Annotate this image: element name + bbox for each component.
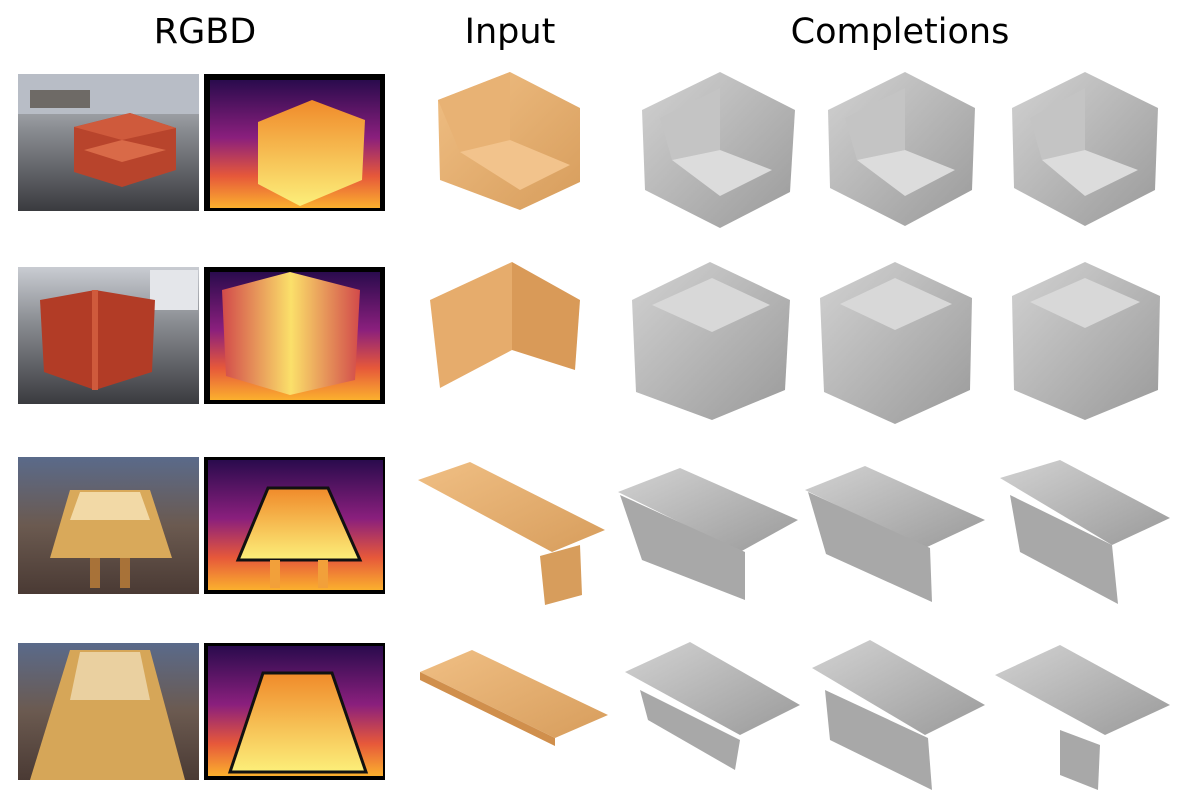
completion-shape — [618, 468, 798, 600]
row-3 — [18, 457, 1170, 605]
row-1 — [18, 72, 1158, 228]
completion-shape — [625, 642, 800, 770]
completion-shape — [642, 72, 795, 228]
row-2 — [18, 262, 1160, 424]
depth-map — [204, 643, 385, 780]
completion-shape — [828, 72, 975, 226]
input-scan — [430, 262, 580, 388]
input-scan — [418, 462, 605, 605]
completion-shape — [1012, 72, 1158, 226]
completion-shape — [812, 640, 985, 790]
completion-shape — [632, 262, 790, 420]
row-4 — [18, 640, 1170, 790]
completion-shape — [805, 466, 985, 602]
depth-map — [204, 267, 385, 404]
rgb-photo — [18, 267, 199, 404]
input-scan — [438, 72, 580, 210]
depth-map — [204, 457, 385, 594]
completion-shape — [1000, 460, 1170, 604]
completion-shape — [1012, 262, 1160, 420]
input-scan — [420, 650, 608, 746]
rgb-photo — [18, 74, 199, 211]
rgb-photo — [18, 643, 199, 780]
rgb-photo — [18, 457, 199, 594]
completion-shape — [995, 645, 1170, 790]
completion-shape — [820, 262, 972, 424]
depth-map — [204, 74, 385, 211]
